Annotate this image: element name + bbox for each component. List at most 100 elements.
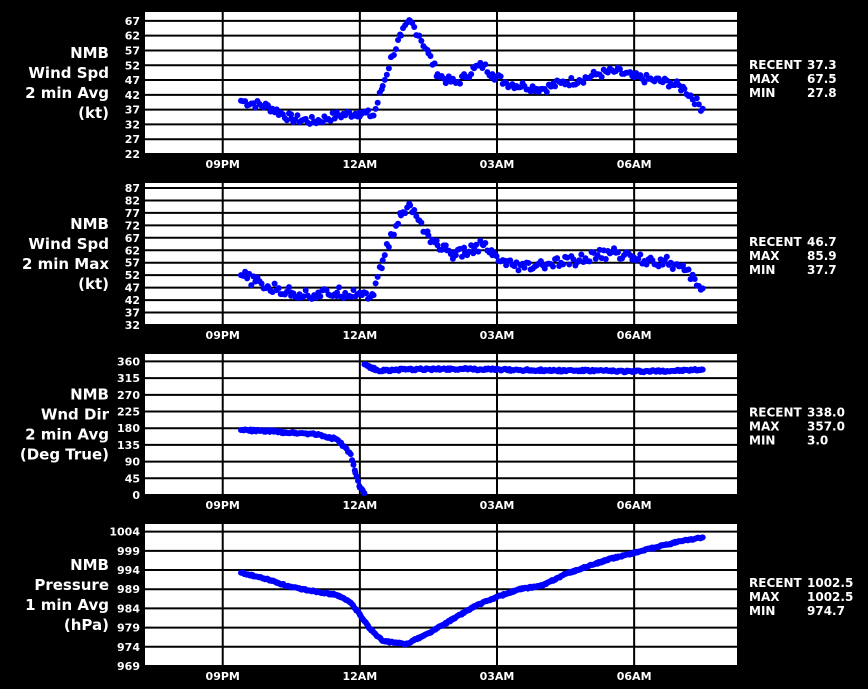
x-tick-label: 09PM	[206, 499, 240, 512]
data-point	[685, 266, 692, 273]
y-tick-label: 52	[125, 269, 140, 282]
y-tick-label: 32	[125, 319, 140, 332]
y-axis-label: Wind Spd	[28, 235, 109, 253]
stat-value: 974.7	[807, 604, 845, 618]
data-point	[521, 264, 528, 271]
data-point	[433, 237, 440, 244]
data-point	[473, 241, 480, 248]
x-tick-label: 03AM	[480, 670, 515, 683]
data-point	[635, 255, 642, 262]
stat-value: 357.0	[807, 420, 845, 434]
data-point	[390, 231, 397, 238]
y-axis-label: NMB	[70, 44, 109, 62]
stat-label: MIN	[749, 434, 775, 448]
y-axis-label: Wnd Dir	[41, 406, 110, 424]
data-point	[378, 265, 385, 272]
stat-label: MAX	[749, 590, 780, 604]
x-tick-label: 03AM	[480, 329, 515, 342]
data-point	[302, 287, 309, 294]
data-point	[452, 252, 459, 259]
stat-value: 338.0	[807, 406, 845, 420]
data-point	[336, 284, 343, 291]
data-point	[418, 37, 425, 44]
data-point	[374, 273, 381, 280]
stat-value: 37.7	[807, 263, 837, 277]
data-point	[286, 284, 292, 291]
data-point	[470, 250, 477, 257]
stat-value: 46.7	[807, 235, 837, 249]
data-point	[258, 280, 265, 287]
y-axis-label: NMB	[70, 556, 109, 574]
y-tick-label: 270	[117, 389, 140, 402]
y-axis-label: Pressure	[34, 576, 109, 594]
y-axis-label: 2 min Max	[22, 255, 109, 273]
stat-value: 85.9	[807, 249, 837, 263]
data-point	[507, 257, 514, 264]
y-tick-label: 42	[125, 294, 140, 307]
data-point	[468, 71, 475, 78]
data-point	[288, 111, 295, 118]
x-tick-label: 12AM	[342, 499, 377, 512]
y-tick-label: 225	[117, 406, 140, 419]
x-tick-label: 09PM	[206, 329, 240, 342]
y-tick-label: 32	[125, 118, 140, 131]
stat-value: 3.0	[807, 434, 828, 448]
data-point	[493, 253, 500, 260]
data-point	[552, 83, 559, 90]
x-tick-label: 06AM	[617, 329, 652, 342]
x-tick-label: 06AM	[617, 670, 652, 683]
x-tick-label: 12AM	[342, 158, 377, 171]
data-point	[637, 251, 644, 258]
x-tick-label: 06AM	[617, 158, 652, 171]
x-tick-label: 09PM	[206, 670, 240, 683]
y-tick-label: 47	[125, 282, 140, 295]
y-tick-label: 90	[125, 456, 141, 469]
y-tick-label: 315	[117, 372, 140, 385]
y-axis-label: (hPa)	[64, 616, 109, 634]
data-point	[681, 85, 688, 92]
data-point	[370, 112, 377, 119]
y-axis-label: NMB	[70, 386, 109, 404]
data-point	[350, 461, 357, 468]
stat-label: RECENT	[749, 576, 802, 590]
y-axis-label: 2 min Avg	[25, 426, 109, 444]
data-point	[381, 76, 388, 83]
data-point	[395, 220, 402, 227]
data-point	[482, 61, 489, 68]
data-point	[699, 285, 706, 292]
y-tick-label: 62	[125, 30, 140, 43]
data-point	[372, 280, 379, 287]
data-point	[456, 80, 463, 87]
data-point	[334, 289, 340, 296]
data-point	[663, 253, 670, 260]
plot-area	[145, 524, 737, 666]
data-point	[383, 71, 390, 78]
plot-area	[145, 183, 737, 325]
data-point	[395, 37, 402, 44]
data-point	[355, 477, 362, 484]
y-tick-label: 37	[125, 307, 140, 320]
y-axis-label: (kt)	[78, 104, 109, 122]
x-tick-label: 06AM	[617, 499, 652, 512]
stat-value: 37.3	[807, 58, 837, 72]
y-tick-label: 27	[125, 133, 140, 146]
data-point	[560, 261, 567, 268]
data-point	[431, 60, 438, 67]
data-point	[411, 24, 418, 31]
data-point	[381, 252, 388, 259]
y-tick-label: 77	[125, 207, 140, 220]
y-tick-label: 87	[125, 182, 140, 195]
y-tick-label: 37	[125, 104, 140, 117]
data-point	[350, 287, 357, 294]
data-point	[248, 282, 255, 289]
y-tick-label: 135	[117, 439, 140, 452]
x-tick-label: 03AM	[480, 499, 515, 512]
data-point	[385, 243, 392, 250]
stat-value: 67.5	[807, 72, 837, 86]
data-point	[244, 275, 251, 282]
y-tick-label: 67	[125, 232, 140, 245]
data-point	[363, 290, 370, 297]
data-point	[566, 261, 573, 268]
data-point	[370, 292, 377, 299]
